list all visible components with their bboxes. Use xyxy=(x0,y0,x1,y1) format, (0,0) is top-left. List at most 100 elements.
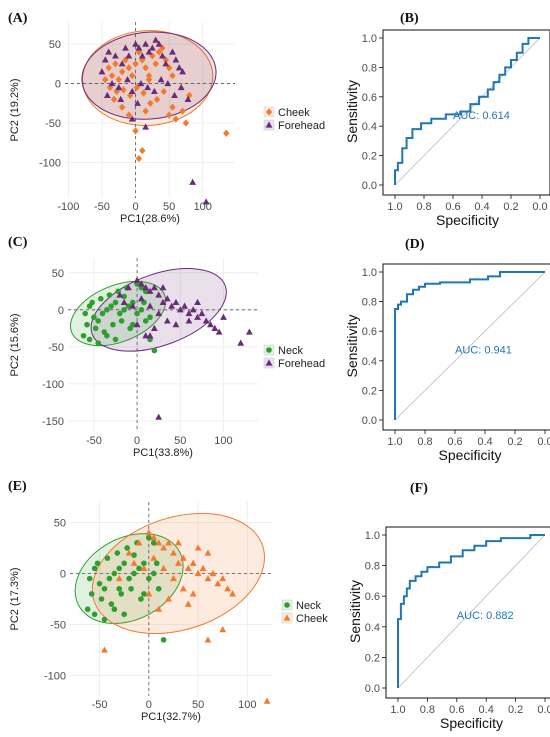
y-tick-label: 50 xyxy=(54,517,66,529)
data-point xyxy=(98,596,105,602)
data-point xyxy=(116,585,123,592)
y-tick-label: 0.2 xyxy=(362,151,377,163)
y-axis-label: PC2 (19.2%) xyxy=(9,79,21,142)
data-point xyxy=(151,347,158,354)
x-tick-label: 0.2 xyxy=(507,436,522,448)
x-tick-label: 0.8 xyxy=(416,201,431,213)
legend-label: Forehead xyxy=(278,120,325,132)
data-point xyxy=(185,317,193,324)
x-tick-label: 0.0 xyxy=(532,201,547,213)
x-tick-label: 0 xyxy=(134,435,140,447)
data-point xyxy=(116,291,124,298)
data-point xyxy=(142,107,149,115)
legend-label: Forehead xyxy=(278,358,325,370)
roc-panel-3: (F) 1.0 0.8 0.6 0.4 0.2 0.0 0.0 0.2 0.4 0.6 0.8 1.0 S… xyxy=(347,481,550,731)
x-tick-label: 0.2 xyxy=(503,201,518,213)
y-tick-label: -100 xyxy=(44,671,66,683)
data-point xyxy=(95,340,102,346)
data-point xyxy=(150,540,157,546)
data-point xyxy=(80,332,87,339)
data-point xyxy=(162,60,170,67)
panel-label: (B) xyxy=(400,11,419,26)
y-tick-label: 50 xyxy=(49,39,61,51)
data-point xyxy=(91,611,98,618)
data-point xyxy=(106,575,113,582)
data-point xyxy=(135,154,143,163)
data-point xyxy=(170,549,177,556)
y-tick-label: 0.6 xyxy=(362,92,377,104)
data-point xyxy=(131,570,137,577)
x-tick-label: 50 xyxy=(192,699,204,711)
x-axis-label: PC1(33.8%) xyxy=(133,447,193,459)
data-point xyxy=(142,332,150,339)
x-axis-label: PC1(28.6%) xyxy=(120,213,180,225)
data-point xyxy=(104,332,110,339)
data-point xyxy=(145,72,153,80)
data-point xyxy=(118,60,126,67)
data-point xyxy=(84,606,91,613)
data-point xyxy=(110,95,118,103)
data-point xyxy=(174,539,182,546)
y-tick-label: 0 xyxy=(58,305,64,317)
data-point xyxy=(155,40,163,47)
y-tick-label: 0.8 xyxy=(362,62,377,74)
x-tick-label: 0.6 xyxy=(449,704,464,716)
data-point xyxy=(129,321,136,328)
data-point xyxy=(121,611,127,618)
y-tick-label: 1.0 xyxy=(365,530,380,542)
data-point xyxy=(122,44,129,51)
chance-line xyxy=(397,534,546,689)
roc-frame xyxy=(382,263,550,431)
data-point xyxy=(181,302,188,309)
data-point xyxy=(170,574,177,582)
data-point xyxy=(125,64,133,72)
legend-marker xyxy=(265,108,273,116)
data-point xyxy=(149,52,156,60)
legend-label: Cheek xyxy=(296,613,328,625)
x-axis-label: Specificity xyxy=(436,212,499,228)
legend-marker xyxy=(284,602,290,608)
data-point xyxy=(184,564,192,571)
data-point xyxy=(134,99,141,106)
data-point xyxy=(120,298,128,306)
data-point xyxy=(204,574,212,582)
x-tick-label: 0.4 xyxy=(474,201,489,213)
data-point xyxy=(219,626,227,633)
data-point xyxy=(204,636,212,643)
data-point xyxy=(155,585,162,592)
data-point xyxy=(147,99,154,107)
data-point xyxy=(137,79,145,87)
x-tick-label: 1.0 xyxy=(387,201,402,213)
data-point xyxy=(121,307,127,313)
data-point xyxy=(103,91,111,98)
data-point xyxy=(153,95,161,103)
data-point xyxy=(114,550,121,556)
data-point xyxy=(91,565,98,572)
x-tick-label: -50 xyxy=(94,201,110,213)
data-point xyxy=(108,72,116,80)
data-point xyxy=(146,287,154,294)
data-point xyxy=(204,549,212,556)
data-point xyxy=(169,72,176,80)
data-point xyxy=(150,534,158,541)
panel-label: (E) xyxy=(8,479,27,494)
data-point xyxy=(163,295,171,302)
data-point xyxy=(237,339,245,346)
data-point xyxy=(105,48,113,55)
data-point xyxy=(194,544,202,551)
y-tick-label: -150 xyxy=(42,416,64,428)
x-tick-label: -100 xyxy=(57,201,79,213)
data-point xyxy=(171,91,178,98)
data-point xyxy=(220,313,227,320)
data-point xyxy=(146,302,154,309)
data-point xyxy=(159,298,167,306)
x-tick-label: 0.0 xyxy=(537,436,550,448)
data-point xyxy=(141,591,147,597)
data-point xyxy=(125,111,133,119)
data-point xyxy=(124,545,130,551)
data-point xyxy=(118,103,126,111)
y-axis-label: PC2 (15.6%) xyxy=(9,314,21,377)
roc-frame xyxy=(385,526,550,699)
data-point xyxy=(215,328,223,335)
